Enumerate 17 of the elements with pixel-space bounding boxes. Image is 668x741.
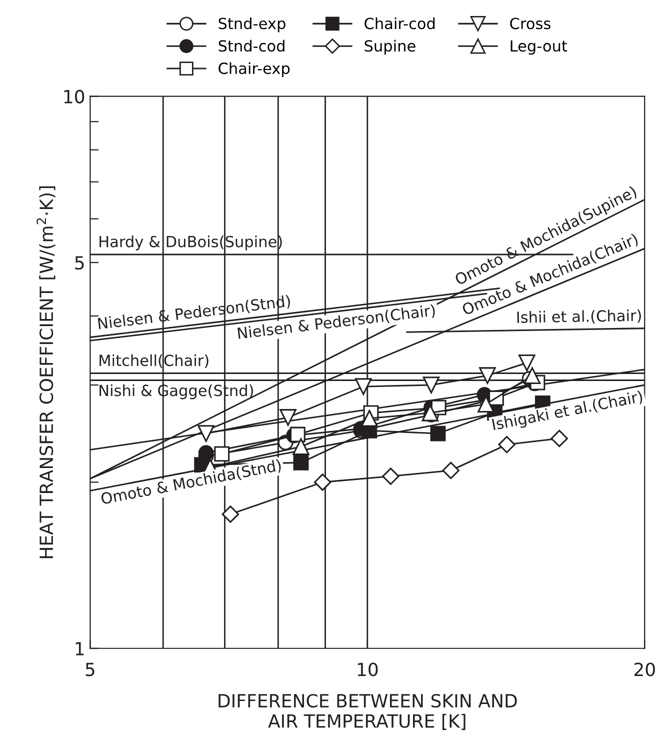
legend-label: Supine	[364, 40, 416, 55]
x-tick-label: 10	[358, 662, 378, 676]
annotation: Ishigaki et al.(Chair)	[492, 390, 644, 434]
y-tick-label: 5	[75, 256, 84, 270]
annotation: Ishii et al.(Chair)	[517, 309, 642, 325]
legend-label: Chair-exp	[218, 62, 290, 78]
y-axis-title: HEAT TRANSFER COEFFICIENT [W/(m$^{2}$·K)]	[36, 186, 56, 558]
x-tick-label: 20	[634, 662, 655, 676]
legend-label: Stnd-cod	[218, 40, 284, 52]
legend-label: Chair-cod	[364, 17, 435, 30]
x-axis-title: DIFFERENCE BETWEEN SKIN AND AIR TEMPERATURE [K]	[218, 694, 517, 730]
y-tick-label: 10	[64, 90, 84, 104]
x-tick-label: 5	[86, 662, 94, 676]
legend-label: Stnd-exp	[218, 17, 286, 32]
legend-label: Cross	[510, 18, 550, 30]
legend-label: Leg-out	[510, 40, 568, 55]
y-tick-label: 1	[76, 642, 84, 656]
